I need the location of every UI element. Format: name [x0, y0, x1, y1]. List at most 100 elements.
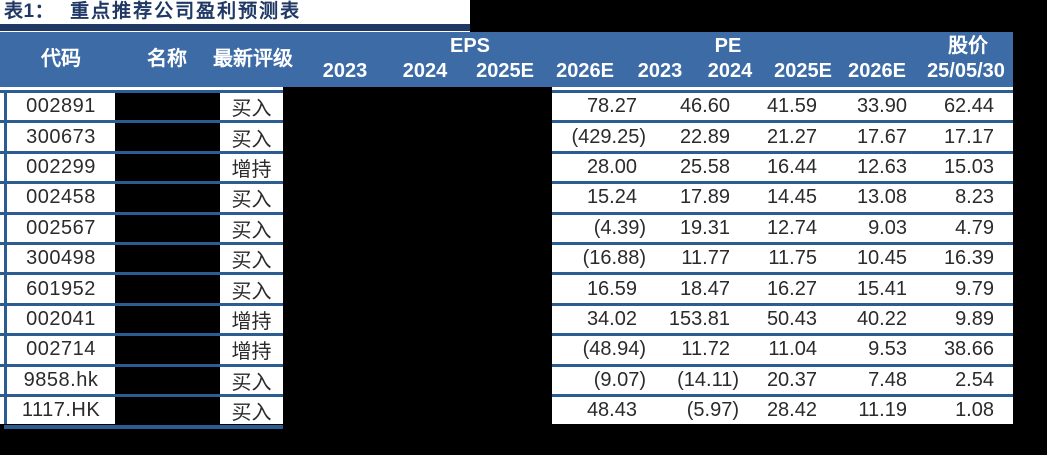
price-value: 9.89 — [955, 307, 994, 330]
header-eps-2024: 2024 — [402, 60, 448, 82]
header-pe-2024: 2024 — [707, 60, 753, 82]
pe-2023-value: 28.00 — [586, 155, 637, 178]
pe-2023-value: (48.94) — [582, 338, 646, 361]
pe-2026e-value: 33.90 — [856, 95, 907, 118]
stock-code: 002299 — [26, 155, 96, 178]
stock-code-cell: 1117.HK — [7, 397, 115, 424]
rating-value: 买入 — [231, 98, 272, 121]
rating-cell: 买入 — [220, 215, 283, 242]
price-value: 9.79 — [955, 277, 994, 300]
row-values: 78.27 46.60 41.59 33.90 62.44 — [552, 93, 1013, 120]
stock-code: 002891 — [26, 95, 96, 118]
price-value: 15.03 — [943, 155, 994, 178]
price-value: 38.66 — [943, 338, 994, 361]
table-title: 表1： 重点推荐公司盈利预测表 — [4, 1, 301, 23]
header-pe-group: PE — [714, 35, 742, 57]
eps-values-redaction-box — [283, 87, 552, 455]
stock-code: 002041 — [26, 307, 96, 330]
stock-code-cell: 002299 — [7, 154, 115, 181]
row-values: (9.07) (14.11) 20.37 7.48 2.54 — [552, 367, 1013, 394]
rating-cell: 增持 — [220, 306, 283, 333]
name-redaction-box — [115, 123, 220, 151]
name-redaction-box — [115, 366, 220, 394]
pe-2024-value: 11.77 — [681, 247, 730, 270]
stock-code-cell: 002567 — [7, 215, 115, 242]
header-eps-2025e: 2025E — [476, 60, 534, 82]
rating-cell: 买入 — [220, 397, 283, 424]
rating-value: 买入 — [231, 280, 272, 303]
rating-value: 增持 — [231, 310, 272, 333]
header-pe-2023: 2023 — [637, 60, 683, 82]
pe-2026e-value: 9.53 — [868, 338, 907, 361]
price-value: 2.54 — [955, 368, 994, 391]
pe-2025e-value: 20.37 — [766, 368, 817, 391]
table-row: 601952 买入 16.59 18.47 16.27 15.41 9.79 — [0, 272, 1013, 303]
price-value: 8.23 — [955, 186, 994, 209]
rating-value: 买入 — [231, 371, 272, 394]
pe-2026e-value: 12.63 — [856, 155, 907, 178]
pe-2025e-value: 16.27 — [766, 277, 817, 300]
pe-2026e-value: 9.03 — [868, 216, 907, 239]
rating-cell: 增持 — [220, 336, 283, 363]
table-bottom-rule — [4, 425, 283, 429]
header-price-group: 股价 — [948, 35, 988, 57]
bottom-redaction-band — [0, 424, 1047, 455]
name-redaction-box — [115, 396, 220, 425]
stock-code: 9858.hk — [23, 368, 99, 391]
pe-2023-value: (4.39) — [593, 216, 646, 239]
pe-2023-value: 78.27 — [586, 95, 637, 118]
rating-value: 增持 — [231, 158, 272, 181]
pe-2023-value: 34.02 — [586, 307, 637, 330]
stock-code: 300673 — [26, 125, 96, 148]
name-redaction-box — [115, 153, 220, 182]
stock-code: 601952 — [26, 277, 96, 300]
table-left-border — [4, 90, 7, 425]
rating-value: 买入 — [231, 128, 272, 151]
pe-2024-value: 11.72 — [681, 338, 730, 361]
table-title-text: 重点推荐公司盈利预测表 — [70, 1, 302, 22]
rating-cell: 买入 — [220, 123, 283, 151]
stock-code-cell: 002891 — [7, 93, 115, 120]
pe-2024-value: 17.89 — [679, 186, 730, 209]
pe-2024-value: 46.60 — [679, 95, 730, 118]
stock-code: 002714 — [26, 338, 96, 361]
row-values: (429.25) 22.89 21.27 17.67 17.17 — [552, 123, 1013, 150]
name-redaction-box — [115, 244, 220, 273]
rating-value: 买入 — [231, 189, 272, 212]
row-values: 16.59 18.47 16.27 15.41 9.79 — [552, 275, 1013, 302]
rating-value: 买入 — [231, 219, 272, 242]
pe-2026e-value: 10.45 — [856, 247, 907, 270]
table-number-label: 表1： — [4, 1, 55, 22]
pe-2024-value: (14.11) — [677, 368, 739, 391]
row-values: 34.02 153.81 50.43 40.22 9.89 — [552, 306, 1013, 333]
name-redaction-box — [115, 275, 220, 303]
stock-code-cell: 002714 — [7, 336, 115, 363]
pe-2024-value: 19.31 — [679, 216, 730, 239]
rating-cell: 买入 — [220, 93, 283, 120]
price-value: 17.17 — [943, 125, 994, 148]
stock-code-cell: 300498 — [7, 245, 115, 272]
pe-2025e-value: 28.42 — [766, 399, 817, 422]
pe-2025e-value: 41.59 — [766, 95, 817, 118]
table-header: 代码 名称 最新评级 EPS PE 股价 2023 2024 2025E 202… — [0, 32, 1013, 87]
pe-2025e-value: 11.75 — [768, 247, 817, 270]
row-values: (4.39) 19.31 12.74 9.03 4.79 — [552, 215, 1013, 242]
price-value: 4.79 — [955, 216, 994, 239]
name-redaction-box — [115, 214, 220, 242]
stock-code-cell: 601952 — [7, 275, 115, 302]
price-value: 1.08 — [955, 399, 994, 422]
pe-2026e-value: 13.08 — [856, 186, 907, 209]
pe-2026e-value: 40.22 — [856, 307, 907, 330]
name-redaction-box — [115, 336, 220, 364]
header-eps-2026e: 2026E — [556, 60, 614, 82]
rating-value: 买入 — [231, 402, 272, 425]
pe-2024-value: 153.81 — [668, 307, 730, 330]
pe-2025e-value: 21.27 — [766, 125, 817, 148]
pe-2025e-value: 14.45 — [766, 186, 817, 209]
stock-code: 002458 — [26, 186, 96, 209]
pe-2024-value: 25.58 — [679, 155, 730, 178]
pe-2023-value: (16.88) — [582, 247, 646, 270]
right-redaction-band — [1013, 0, 1047, 455]
pe-2023-value: 48.43 — [586, 399, 637, 422]
price-value: 62.44 — [943, 95, 994, 118]
